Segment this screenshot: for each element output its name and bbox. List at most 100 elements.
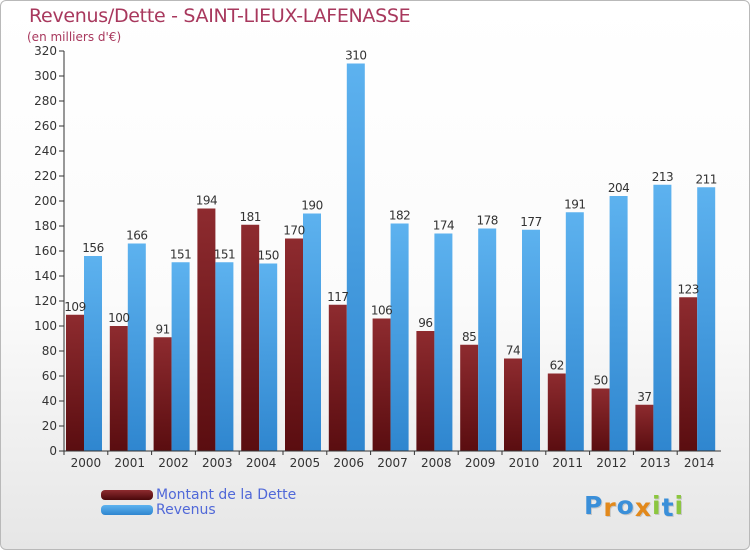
data-label-dette: 181 (239, 210, 260, 224)
data-label-dette: 109 (64, 300, 85, 314)
bar-dette (109, 326, 128, 451)
bar-revenus (653, 184, 672, 451)
data-label-dette: 106 (371, 304, 392, 318)
bar-dette (679, 297, 698, 451)
bar-revenus (259, 263, 278, 451)
bar-revenus (522, 229, 540, 451)
proxiti-logo: Proxiti (584, 491, 685, 522)
bar-dette (285, 238, 303, 451)
bar-revenus (609, 196, 628, 451)
data-label-revenus: 174 (433, 219, 454, 233)
bar-dette (504, 358, 522, 451)
y-tick-label: 200 (34, 194, 57, 208)
x-tick-label: 2007 (377, 456, 408, 470)
x-tick-label: 2005 (290, 456, 321, 470)
legend-swatch-dette (101, 490, 153, 500)
bar-dette (416, 331, 435, 451)
data-label-dette: 37 (637, 390, 651, 404)
data-label-revenus: 178 (476, 214, 497, 228)
data-label-dette: 123 (677, 282, 698, 296)
x-tick-label: 2008 (421, 456, 452, 470)
legend-label-revenus: Revenus (156, 502, 216, 518)
y-tick-label: 260 (34, 119, 57, 133)
y-tick-label: 100 (34, 319, 57, 333)
x-tick-label: 2006 (333, 456, 364, 470)
bar-revenus (127, 243, 146, 451)
bar-dette (153, 337, 172, 451)
x-tick-label: 2004 (246, 456, 277, 470)
data-label-revenus: 151 (214, 247, 235, 261)
data-label-dette: 85 (462, 330, 476, 344)
data-label-dette: 50 (593, 374, 607, 388)
x-tick-label: 2009 (465, 456, 496, 470)
data-label-dette: 100 (108, 311, 129, 325)
chart-subtitle: (en milliers d'€) (27, 30, 122, 44)
bar-revenus (697, 187, 716, 451)
y-tick-label: 20 (42, 419, 57, 433)
y-tick-label: 0 (49, 444, 57, 458)
y-tick-label: 280 (34, 94, 57, 108)
data-label-revenus: 150 (257, 249, 278, 263)
bar-dette (460, 344, 479, 451)
data-label-dette: 74 (506, 344, 520, 358)
x-tick-label: 2003 (202, 456, 233, 470)
y-tick-label: 240 (34, 144, 57, 158)
data-label-revenus: 182 (389, 209, 410, 223)
x-tick-label: 2002 (158, 456, 189, 470)
chart-title: Revenus/Dette - SAINT-LIEUX-LAFENASSE (29, 5, 411, 27)
x-tick-label: 2013 (640, 456, 671, 470)
bar-dette (66, 314, 84, 451)
bar-dette (241, 224, 260, 451)
data-label-revenus: 191 (564, 197, 585, 211)
data-label-revenus: 177 (520, 215, 541, 229)
bar-revenus (303, 213, 321, 451)
bar-revenus (215, 262, 234, 451)
y-tick-label: 220 (34, 169, 57, 183)
data-label-dette: 170 (283, 224, 304, 238)
bar-dette (372, 318, 391, 451)
bar-dette (635, 404, 654, 451)
x-tick-label: 2011 (552, 456, 583, 470)
data-label-revenus: 151 (170, 247, 191, 261)
x-tick-label: 2014 (684, 456, 715, 470)
y-tick-label: 80 (42, 344, 57, 358)
bar-revenus (390, 223, 409, 451)
legend-swatch-revenus (101, 505, 153, 515)
bar-revenus (565, 212, 584, 451)
data-label-revenus: 190 (301, 199, 322, 213)
y-tick-label: 300 (34, 69, 57, 83)
y-tick-label: 140 (34, 269, 57, 283)
bar-revenus (84, 256, 102, 451)
data-label-revenus: 166 (126, 229, 147, 243)
x-tick-label: 2000 (71, 456, 102, 470)
bar-revenus (434, 233, 453, 451)
y-tick-label: 120 (34, 294, 57, 308)
bar-dette (328, 304, 347, 451)
data-label-dette: 194 (196, 194, 217, 208)
bar-dette (197, 208, 216, 451)
y-tick-label: 320 (34, 44, 57, 58)
x-tick-label: 2001 (114, 456, 145, 470)
data-label-revenus: 213 (652, 170, 673, 184)
data-label-revenus: 211 (695, 172, 716, 186)
data-label-dette: 91 (155, 322, 169, 336)
data-label-revenus: 204 (608, 181, 629, 195)
legend-label-dette: Montant de la Dette (156, 487, 297, 503)
y-tick-label: 40 (42, 394, 57, 408)
data-label-revenus: 310 (345, 49, 366, 63)
data-label-dette: 62 (550, 359, 564, 373)
bar-dette (591, 388, 610, 451)
data-label-dette: 96 (418, 316, 432, 330)
x-tick-label: 2012 (596, 456, 627, 470)
bar-revenus (171, 262, 190, 451)
bar-revenus (478, 228, 497, 451)
y-tick-label: 160 (34, 244, 57, 258)
bar-revenus (346, 63, 365, 451)
bar-dette (547, 373, 566, 451)
y-tick-label: 180 (34, 219, 57, 233)
y-tick-label: 60 (42, 369, 57, 383)
data-label-dette: 117 (327, 290, 348, 304)
x-tick-label: 2010 (509, 456, 540, 470)
